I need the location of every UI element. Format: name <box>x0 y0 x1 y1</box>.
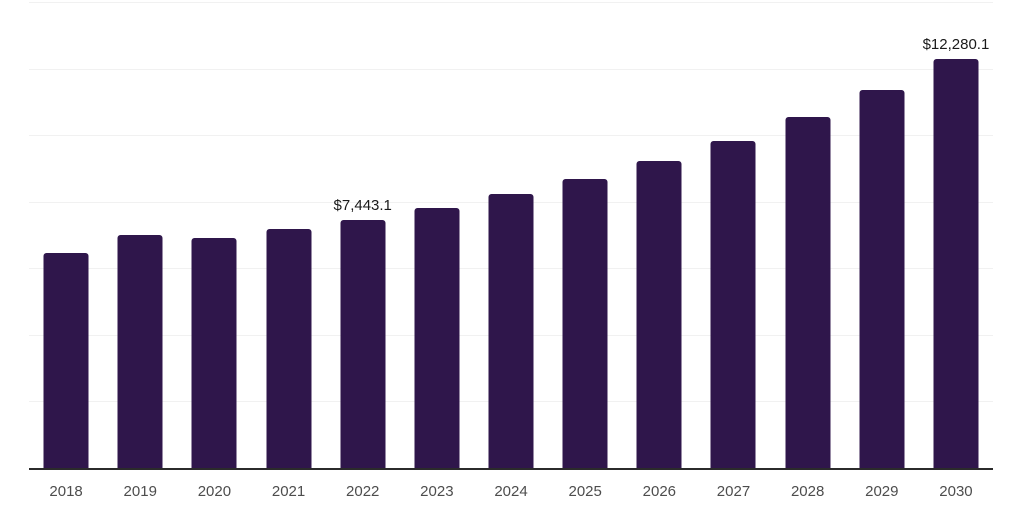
bar-group-2018 <box>29 2 103 468</box>
bar-2019 <box>117 235 163 468</box>
data-label-2030: $12,280.1 <box>922 36 990 53</box>
bar-2030 <box>933 59 979 468</box>
bar-group-2027 <box>696 2 770 468</box>
bar-group-2026 <box>622 2 696 468</box>
x-axis-ticks: 2018 2019 2020 2021 2022 2023 2024 2025 2026 2027… <box>29 484 993 499</box>
bar-group-2022: $7,443.1 <box>326 2 400 468</box>
bar-2025 <box>562 179 608 468</box>
x-tick-label-2020: 2020 <box>197 483 232 500</box>
bar-2029 <box>859 90 905 468</box>
x-tick-label-2029: 2029 <box>865 483 899 500</box>
data-label-2022: $7,443.1 <box>333 197 392 214</box>
x-tick-label-2030: 2030 <box>939 483 973 500</box>
bar-group-2030: $12,280.1 <box>919 2 993 468</box>
x-tick-label-2022: 2022 <box>346 483 380 500</box>
bar-2026 <box>636 161 682 468</box>
bar-group-2028 <box>771 2 845 468</box>
x-tick-label-2027: 2027 <box>716 483 751 500</box>
plot-area: $7,443.1 $12,280.1 <box>29 2 993 470</box>
x-tick-label-2019: 2019 <box>123 483 157 500</box>
x-tick-label-2025: 2025 <box>568 483 602 500</box>
x-tick-label-2028: 2028 <box>790 483 825 500</box>
bar-2023 <box>414 208 460 468</box>
bar-group-2019 <box>103 2 177 468</box>
bar-2022 <box>340 220 386 468</box>
x-tick-label-2024: 2024 <box>494 483 528 500</box>
bar-2020 <box>191 238 237 468</box>
bar-group-2029 <box>845 2 919 468</box>
x-tick-label-2021: 2021 <box>271 483 306 500</box>
x-tick-label-2018: 2018 <box>49 483 83 500</box>
bar-2027 <box>710 141 756 468</box>
bar-group-2020 <box>177 2 251 468</box>
bar-2018 <box>43 253 89 468</box>
bar-2024 <box>488 194 534 468</box>
bar-group-2025 <box>548 2 622 468</box>
gridline <box>29 2 993 3</box>
bar-group-2023 <box>400 2 474 468</box>
gridline <box>29 135 993 136</box>
bar-2021 <box>266 229 312 468</box>
bars: $7,443.1 $12,280.1 <box>29 2 993 468</box>
x-tick-label-2026: 2026 <box>642 483 677 500</box>
bar-group-2021 <box>251 2 325 468</box>
gridline <box>29 69 993 70</box>
x-tick-label-2023: 2023 <box>420 483 454 500</box>
bar-group-2024 <box>474 2 548 468</box>
bar-2028 <box>785 117 831 468</box>
